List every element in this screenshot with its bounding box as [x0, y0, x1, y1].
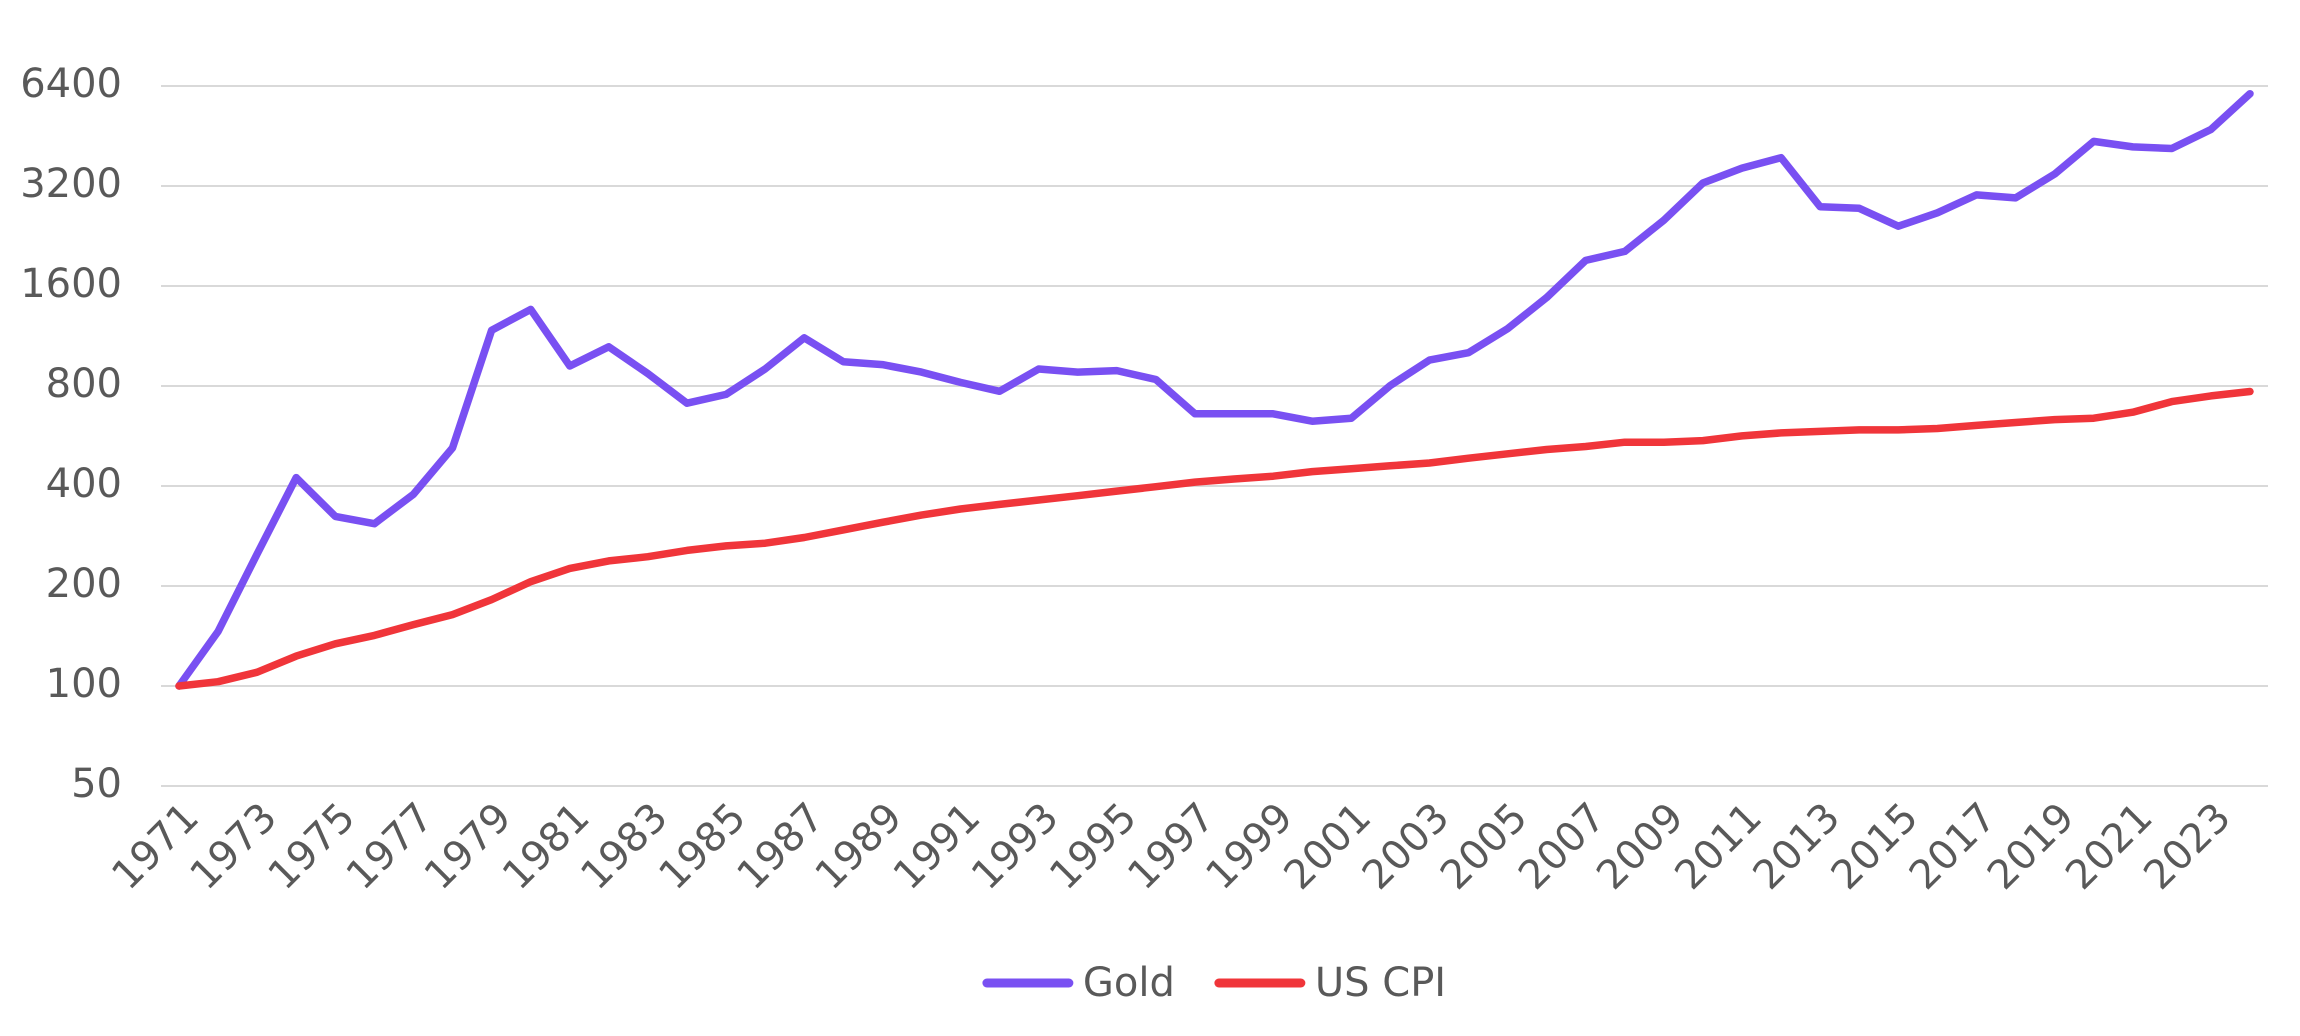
legend-label: Gold	[1083, 960, 1175, 1006]
x-tick-label: 1987	[729, 794, 834, 899]
y-tick-label: 800	[46, 361, 122, 407]
x-tick-label: 1989	[807, 794, 912, 899]
x-tick-label: 2021	[2057, 794, 2162, 899]
y-tick-label: 1600	[20, 261, 122, 307]
x-tick-label: 2005	[1432, 794, 1537, 899]
x-tick-label: 2011	[1666, 794, 1771, 899]
x-tick-label: 1997	[1119, 794, 1224, 899]
x-tick-label: 2009	[1588, 794, 1693, 899]
x-tick-label: 1981	[494, 794, 599, 899]
y-tick-label: 6400	[20, 61, 122, 107]
x-tick-label: 1971	[103, 794, 208, 899]
y-tick-label: 200	[46, 561, 122, 607]
x-tick-label: 1999	[1197, 794, 1302, 899]
x-tick-label: 2017	[1901, 794, 2006, 899]
x-tick-label: 2003	[1354, 794, 1459, 899]
x-tick-label: 2007	[1510, 794, 1615, 899]
x-tick-label: 2019	[1979, 794, 2084, 899]
data-line	[175, 89, 2254, 690]
x-tick-label: 1995	[1041, 794, 1146, 899]
x-tick-label: 2001	[1276, 794, 1381, 899]
x-tick-label: 2015	[1823, 794, 1928, 899]
y-tick-label: 100	[46, 661, 122, 707]
x-tick-label: 1973	[181, 794, 286, 899]
data-line	[175, 387, 2254, 690]
x-tick-label: 1983	[572, 794, 677, 899]
y-tick-label: 400	[46, 461, 122, 507]
legend-label: US CPI	[1315, 960, 1446, 1006]
x-tick-label: 1991	[885, 794, 990, 899]
x-tick-label: 1993	[963, 794, 1068, 899]
y-tick-label: 50	[71, 761, 122, 807]
x-tick-label: 2013	[1745, 794, 1850, 899]
y-tick-label: 3200	[20, 161, 122, 207]
x-tick-label: 1977	[338, 794, 443, 899]
x-tick-label: 2023	[2135, 794, 2240, 899]
x-tick-label: 1979	[416, 794, 521, 899]
x-tick-label: 1975	[260, 794, 365, 899]
x-tick-label: 1985	[650, 794, 755, 899]
